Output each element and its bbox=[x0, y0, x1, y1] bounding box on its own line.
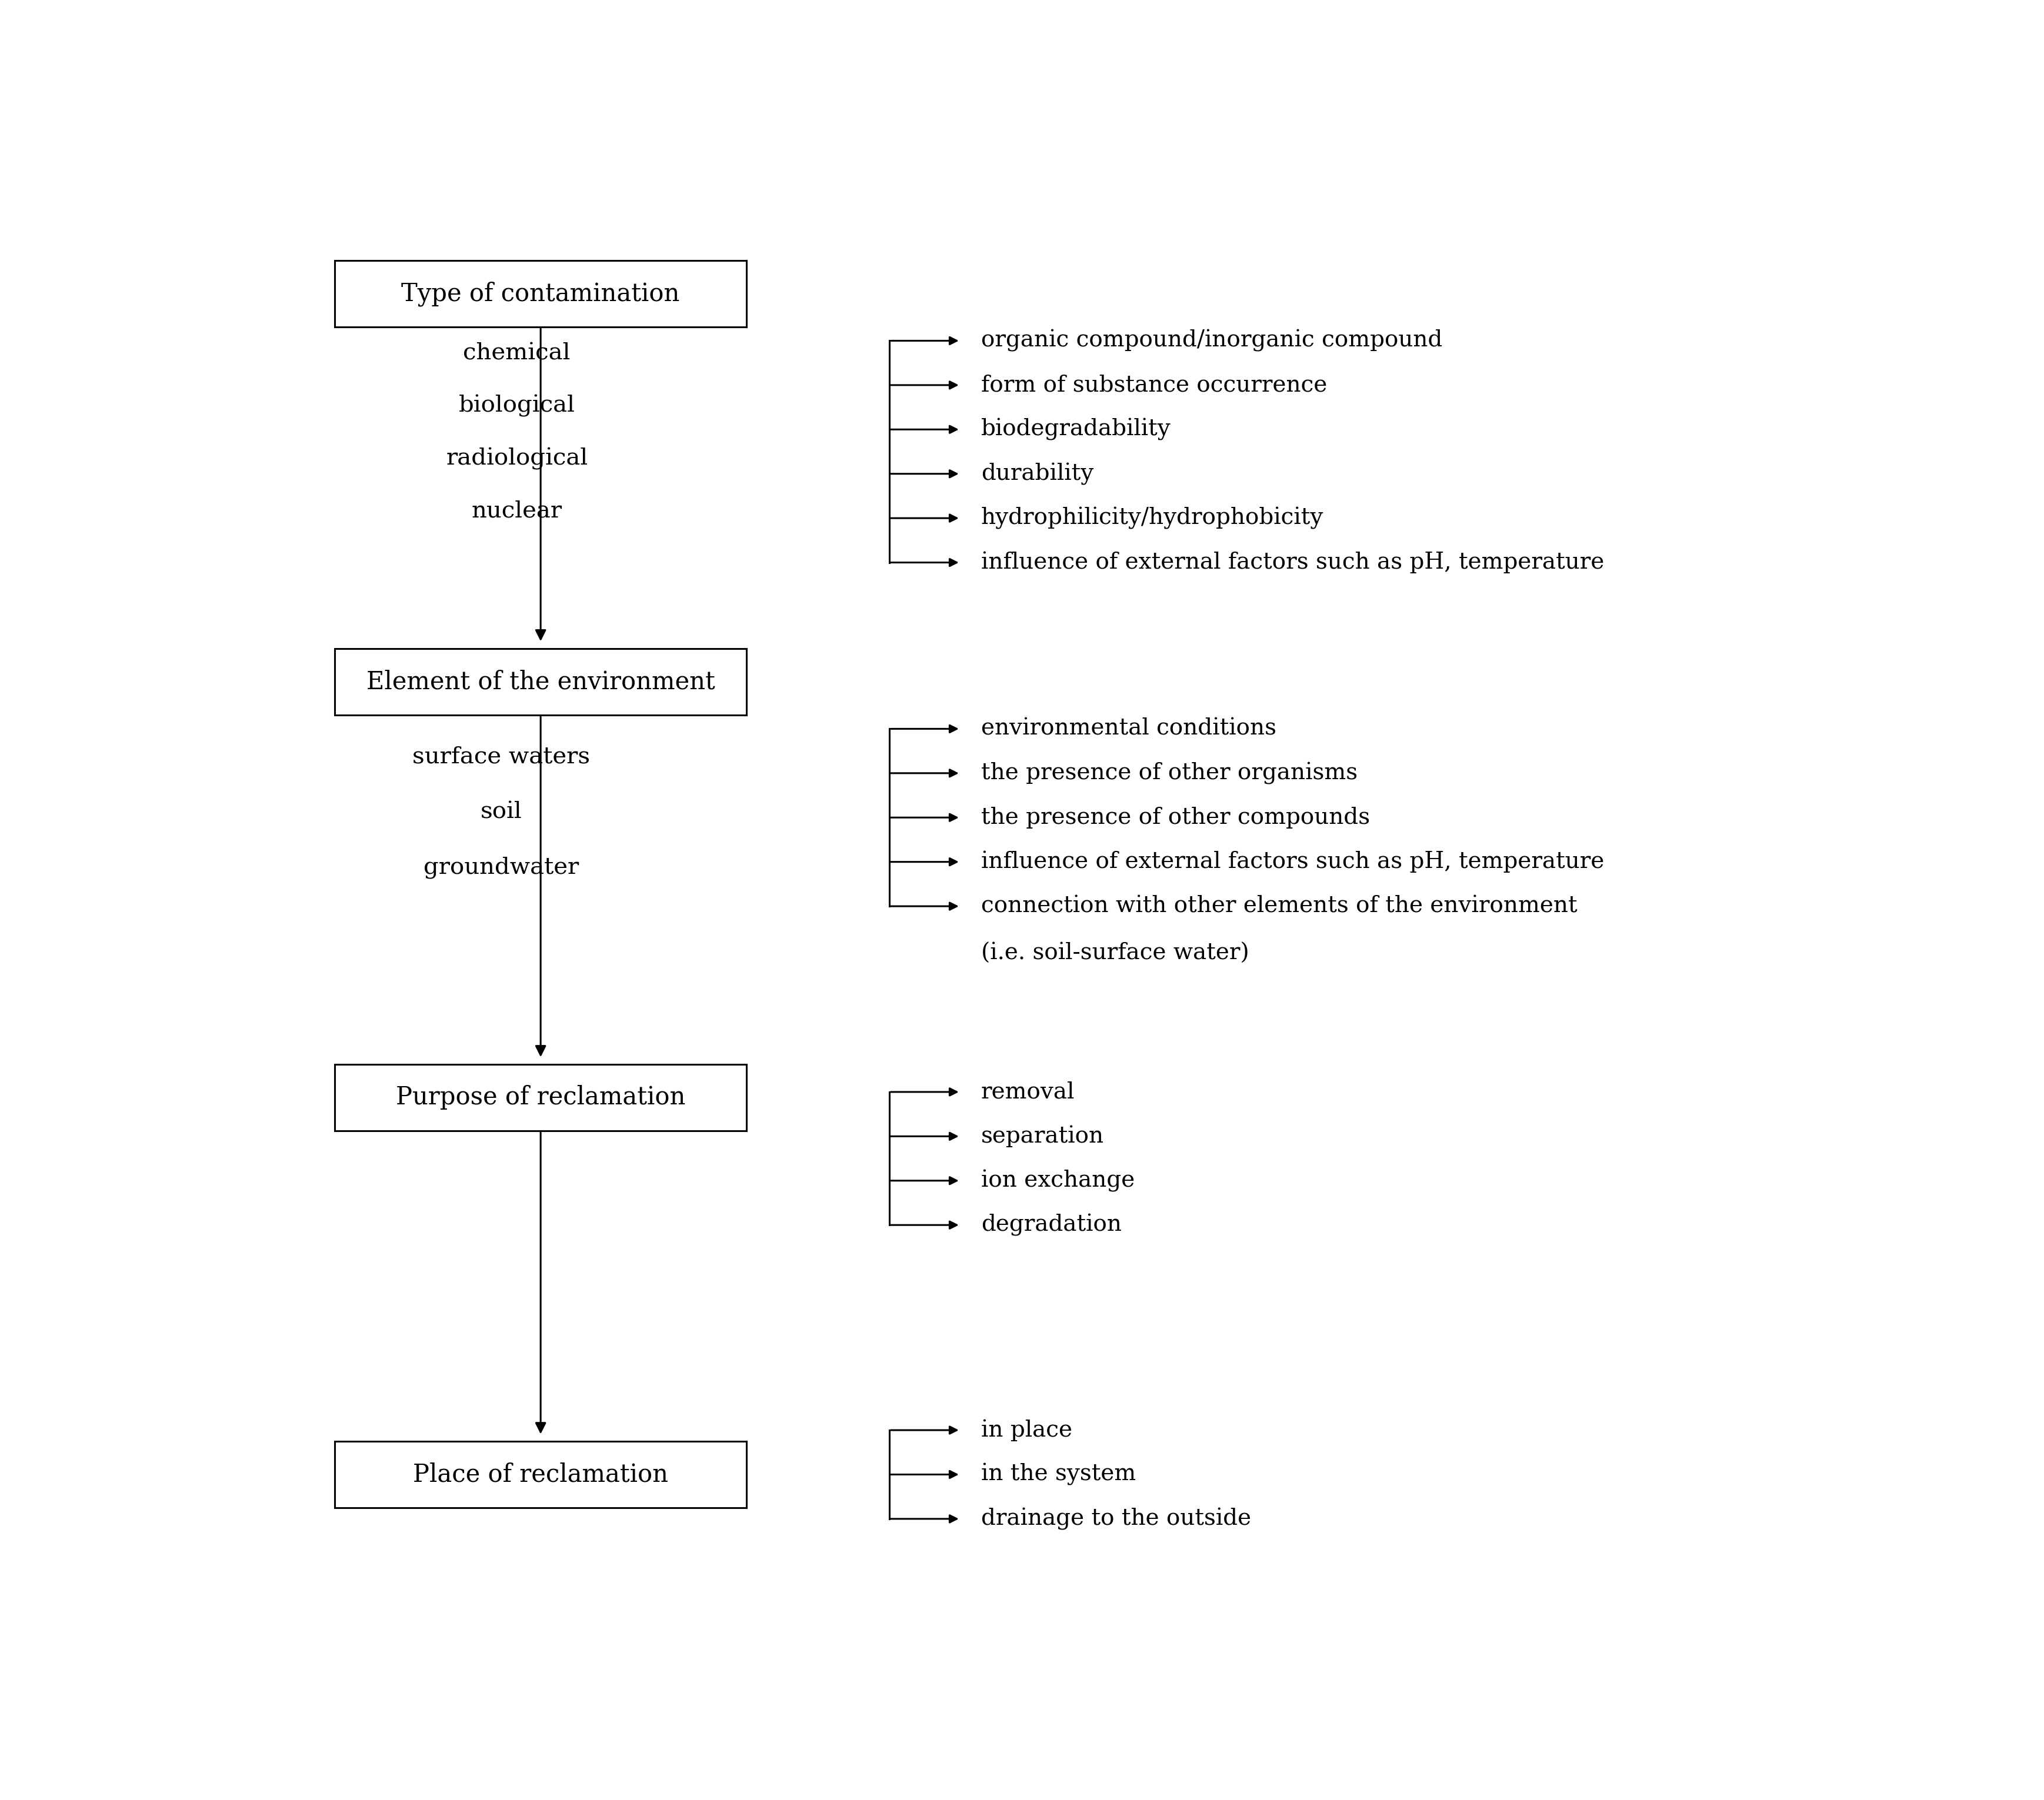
Text: surface waters: surface waters bbox=[413, 745, 591, 767]
Text: soil: soil bbox=[480, 801, 521, 823]
Text: hydrophilicity/hydrophobicity: hydrophilicity/hydrophobicity bbox=[981, 508, 1325, 529]
Text: ion exchange: ion exchange bbox=[981, 1170, 1134, 1192]
Text: groundwater: groundwater bbox=[423, 857, 578, 878]
Text: removal: removal bbox=[981, 1082, 1075, 1103]
Text: influence of external factors such as pH, temperature: influence of external factors such as pH… bbox=[981, 551, 1605, 574]
Text: Element of the environment: Element of the environment bbox=[366, 670, 715, 695]
FancyBboxPatch shape bbox=[335, 261, 746, 328]
Text: radiological: radiological bbox=[446, 448, 589, 470]
Text: durability: durability bbox=[981, 463, 1094, 484]
Text: in place: in place bbox=[981, 1418, 1073, 1442]
Text: biological: biological bbox=[458, 394, 574, 418]
Text: chemical: chemical bbox=[464, 342, 570, 364]
Text: biodegradability: biodegradability bbox=[981, 418, 1171, 441]
Text: Type of contamination: Type of contamination bbox=[401, 281, 681, 306]
Text: (i.e. soil-surface water): (i.e. soil-surface water) bbox=[981, 943, 1249, 965]
Text: drainage to the outside: drainage to the outside bbox=[981, 1508, 1251, 1530]
Text: Purpose of reclamation: Purpose of reclamation bbox=[397, 1085, 685, 1111]
Text: the presence of other compounds: the presence of other compounds bbox=[981, 806, 1369, 828]
Text: connection with other elements of the environment: connection with other elements of the en… bbox=[981, 895, 1578, 918]
Text: influence of external factors such as pH, temperature: influence of external factors such as pH… bbox=[981, 851, 1605, 873]
Text: in the system: in the system bbox=[981, 1463, 1136, 1485]
FancyBboxPatch shape bbox=[335, 1442, 746, 1508]
FancyBboxPatch shape bbox=[335, 1064, 746, 1130]
Text: organic compound/inorganic compound: organic compound/inorganic compound bbox=[981, 329, 1443, 353]
Text: the presence of other organisms: the presence of other organisms bbox=[981, 761, 1357, 785]
Text: Place of reclamation: Place of reclamation bbox=[413, 1462, 668, 1487]
Text: nuclear: nuclear bbox=[472, 500, 562, 522]
Text: separation: separation bbox=[981, 1125, 1104, 1147]
Text: degradation: degradation bbox=[981, 1213, 1122, 1237]
FancyBboxPatch shape bbox=[335, 648, 746, 715]
Text: form of substance occurrence: form of substance occurrence bbox=[981, 374, 1327, 396]
Text: environmental conditions: environmental conditions bbox=[981, 718, 1275, 740]
